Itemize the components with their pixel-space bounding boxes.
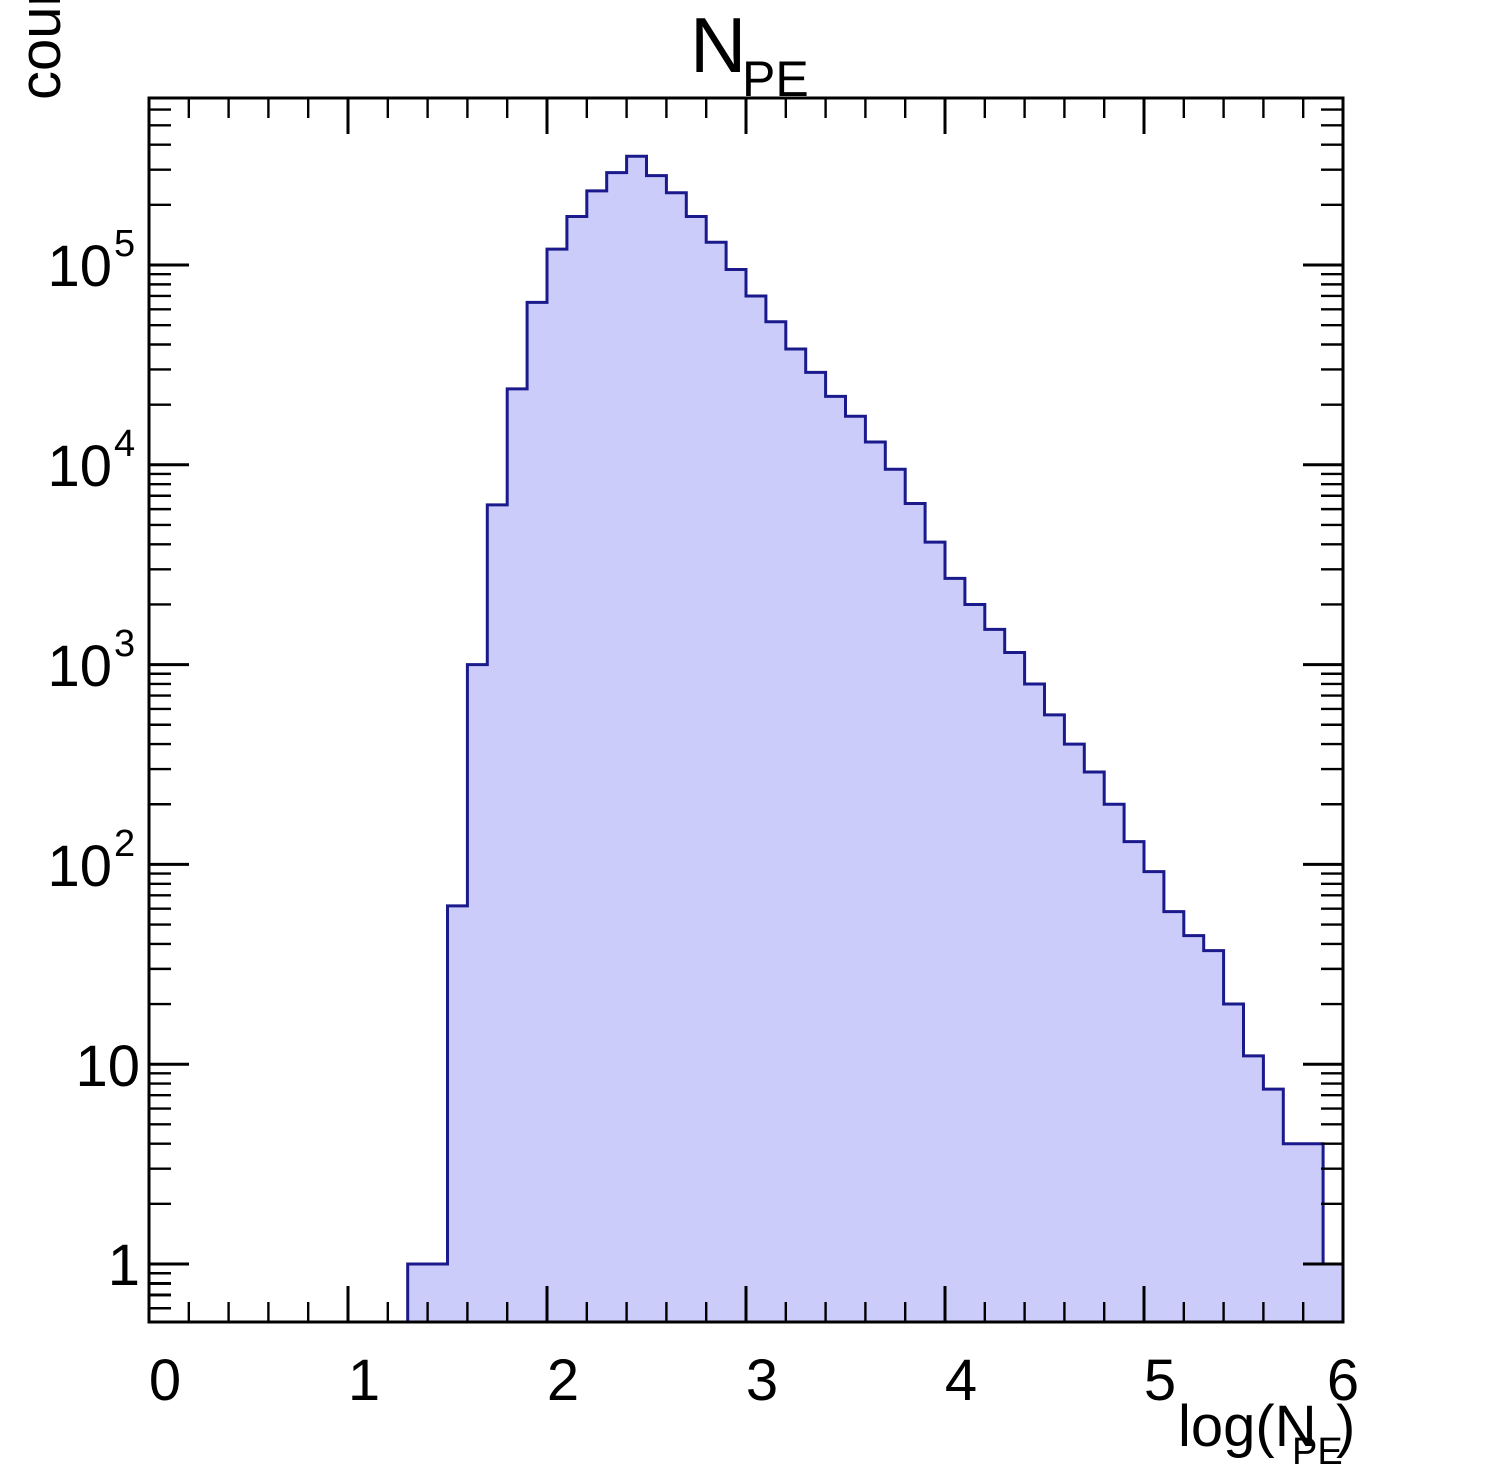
histogram-outline bbox=[406, 154, 1345, 1322]
plot-title-subscript: PE bbox=[742, 51, 809, 107]
histogram-fill bbox=[407, 156, 1343, 1322]
y-axis-tick-labels: 1 10 10 2 10 3 10 4 10 5 bbox=[47, 223, 140, 1298]
page-title: N PE bbox=[690, 1, 809, 107]
xtick-label-1: 1 bbox=[348, 1348, 380, 1413]
ytick-label-1000-mantissa: 10 bbox=[47, 634, 112, 699]
x-axis-title-main: log(N bbox=[1178, 1394, 1317, 1459]
histogram-series bbox=[406, 154, 1345, 1322]
xtick-label-3: 3 bbox=[746, 1348, 778, 1413]
ytick-label-10: 10 bbox=[75, 1034, 140, 1099]
ytick-label-100000-mantissa: 10 bbox=[47, 234, 112, 299]
x-axis-tick-labels: 0 1 2 3 4 5 6 bbox=[149, 1348, 1359, 1413]
x-axis-title-subscript: PE bbox=[1292, 1431, 1343, 1472]
ytick-label-100000-exponent: 5 bbox=[114, 223, 135, 265]
y-axis-ticks bbox=[149, 108, 1343, 1310]
ytick-label-100-mantissa: 10 bbox=[47, 834, 112, 899]
x-axis-title: log(N PE ) bbox=[1178, 1394, 1355, 1472]
xtick-label-5: 5 bbox=[1144, 1348, 1176, 1413]
x-axis-ticks bbox=[147, 98, 1345, 1322]
x-axis-title-tail: ) bbox=[1336, 1394, 1355, 1459]
plot-title-main: N bbox=[690, 1, 746, 89]
xtick-label-6: 6 bbox=[1327, 1348, 1359, 1413]
xtick-label-0: 0 bbox=[149, 1348, 181, 1413]
y-axis-title: count bbox=[8, 0, 73, 100]
ytick-label-1: 1 bbox=[108, 1233, 140, 1298]
ytick-label-1000-exponent: 3 bbox=[114, 623, 135, 665]
ytick-label-10000-exponent: 4 bbox=[114, 423, 135, 465]
ytick-label-100-exponent: 2 bbox=[114, 823, 135, 865]
xtick-label-2: 2 bbox=[547, 1348, 579, 1413]
xtick-label-4: 4 bbox=[945, 1348, 977, 1413]
ytick-label-10000-mantissa: 10 bbox=[47, 434, 112, 499]
